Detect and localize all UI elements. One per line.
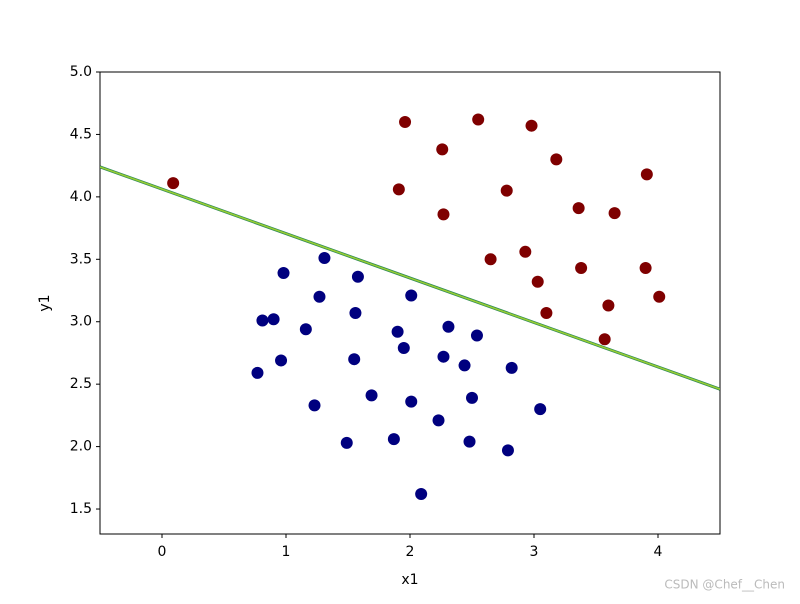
point: [534, 403, 547, 416]
point: [472, 113, 485, 126]
point: [501, 444, 514, 457]
point: [432, 414, 445, 427]
point: [365, 389, 378, 402]
point: [405, 289, 418, 302]
y-tick-label: 3.0: [70, 314, 92, 330]
point: [256, 314, 269, 327]
y-tick-label: 1.5: [70, 501, 92, 517]
point: [640, 168, 653, 181]
point: [505, 361, 518, 374]
point: [466, 391, 478, 404]
point: [500, 184, 513, 197]
point: [575, 262, 588, 275]
point: [399, 115, 412, 128]
point: [484, 253, 497, 266]
point: [340, 436, 353, 449]
point: [602, 299, 615, 312]
point: [267, 313, 280, 326]
point: [167, 177, 180, 190]
y-tick-label: 5.0: [70, 64, 92, 80]
point: [525, 119, 538, 132]
x-tick-label: 1: [282, 544, 291, 560]
point: [391, 325, 404, 338]
point: [349, 306, 362, 319]
point: [437, 208, 450, 221]
plot-frame: [99, 71, 721, 535]
point: [405, 395, 418, 408]
y-tick-label: 2.0: [70, 439, 92, 455]
point: [653, 290, 666, 303]
point: [251, 366, 264, 379]
point: [308, 399, 321, 412]
x-tick-label: 4: [654, 544, 663, 560]
point: [313, 290, 326, 303]
point: [387, 433, 400, 446]
boundary-line: [100, 166, 720, 390]
point: [608, 207, 621, 220]
point: [598, 333, 611, 346]
point: [540, 306, 553, 319]
y-axis-label: y1: [37, 294, 53, 311]
point: [277, 267, 290, 280]
point: [550, 153, 563, 166]
point: [348, 353, 361, 366]
point: [437, 350, 450, 363]
y-tick-label: 2.5: [70, 376, 92, 392]
point: [463, 435, 476, 448]
point: [351, 270, 364, 283]
point: [572, 202, 585, 215]
point: [275, 354, 288, 367]
point: [397, 341, 410, 354]
point: [470, 329, 483, 342]
x-tick-label: 2: [406, 544, 415, 560]
point: [442, 320, 455, 333]
watermark: CSDN @Chef__Chen: [664, 578, 785, 592]
point: [436, 143, 449, 156]
point: [392, 183, 405, 196]
x-axis-label: x1: [401, 572, 418, 588]
point: [299, 323, 312, 336]
point: [519, 245, 532, 258]
point: [531, 275, 544, 288]
x-tick-label: 0: [158, 544, 167, 560]
x-tick-label: 3: [530, 544, 539, 560]
point: [415, 488, 428, 501]
point: [458, 359, 471, 372]
point: [639, 262, 652, 275]
point: [318, 252, 331, 265]
y-tick-label: 4.5: [70, 126, 92, 142]
y-tick-label: 3.5: [70, 251, 92, 267]
y-tick-label: 4.0: [70, 189, 92, 205]
